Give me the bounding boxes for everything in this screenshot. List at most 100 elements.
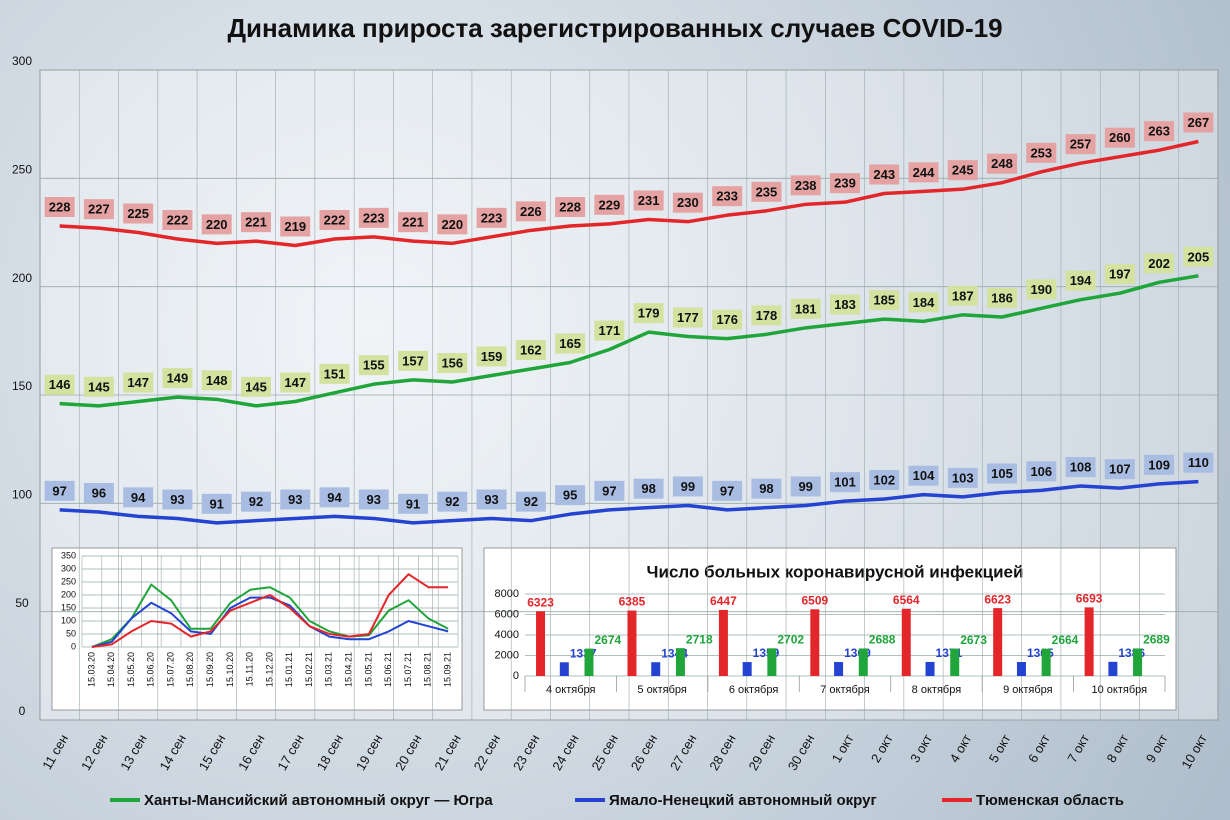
- data-label: 225: [127, 206, 149, 221]
- y-tick-label: 200: [61, 589, 76, 599]
- data-label-box: [790, 476, 821, 497]
- data-label-box: [280, 489, 311, 510]
- data-label-box: [987, 288, 1018, 308]
- data-label: 107: [1109, 462, 1131, 477]
- data-label-box: [908, 162, 939, 183]
- data-label: 93: [367, 492, 381, 507]
- data-label-box: [515, 491, 546, 512]
- data-label: 221: [402, 215, 424, 230]
- data-label: 162: [520, 342, 542, 357]
- x-tick-label: 15.05.21: [363, 652, 373, 687]
- data-label: 91: [209, 496, 223, 511]
- data-label-box: [1104, 264, 1135, 285]
- y-tick-label: 6000: [495, 608, 519, 620]
- data-label-box: [1065, 270, 1096, 291]
- data-label-box: [712, 309, 743, 330]
- data-label: 165: [559, 336, 581, 351]
- data-label: 223: [481, 210, 503, 225]
- data-label-box: [555, 333, 586, 354]
- data-label: 257: [1070, 137, 1092, 152]
- data-label-box: [555, 485, 586, 506]
- data-label: 220: [206, 217, 228, 232]
- data-label: 108: [1070, 459, 1092, 474]
- data-label-box: [123, 487, 154, 508]
- data-label: 2674: [595, 633, 622, 647]
- bar: [559, 662, 569, 676]
- data-label-box: [987, 153, 1018, 174]
- x-tick-label: 16 сен: [235, 732, 267, 773]
- data-label-box: [319, 487, 350, 508]
- data-label: 93: [484, 492, 498, 507]
- data-label: 94: [131, 490, 146, 505]
- data-label: 219: [284, 219, 306, 234]
- x-tick-label: 12 сен: [78, 732, 110, 773]
- data-label: 6447: [710, 594, 737, 608]
- data-label-box: [1065, 134, 1096, 155]
- data-label-box: [83, 376, 114, 397]
- data-label: 2702: [777, 632, 804, 646]
- x-tick-label: 15.02.21: [304, 652, 314, 687]
- data-label: 231: [638, 193, 660, 208]
- data-label-box: [829, 472, 860, 493]
- x-tick-label: 4 окт: [946, 732, 974, 765]
- data-label: 223: [363, 210, 385, 225]
- x-tick-label: 5 октября: [637, 684, 687, 696]
- x-tick-label: 15.09.21: [442, 652, 452, 687]
- y-tick-label: 150: [61, 602, 76, 612]
- y-tick-label: 350: [61, 550, 76, 560]
- bar: [675, 648, 685, 676]
- x-tick-label: 15.06.21: [383, 652, 393, 687]
- data-label-box: [280, 216, 311, 237]
- y-tick-label: 0: [19, 704, 26, 718]
- x-tick-label: 28 сен: [706, 732, 738, 773]
- data-label: 146: [49, 377, 71, 392]
- data-label-box: [240, 491, 271, 512]
- x-tick-label: 10 окт: [1178, 732, 1210, 772]
- data-label-box: [476, 207, 507, 228]
- x-tick-label: 1 окт: [829, 732, 857, 765]
- x-tick-label: 7 октября: [820, 684, 870, 696]
- x-tick-label: 13 сен: [117, 732, 149, 773]
- data-label-box: [240, 212, 271, 233]
- data-label: 105: [991, 466, 1013, 481]
- x-tick-label: 24 сен: [549, 732, 581, 773]
- x-tick-label: 15.11.20: [245, 652, 255, 686]
- data-label: 243: [873, 167, 895, 182]
- x-tick-label: 15.07.21: [403, 652, 413, 687]
- x-tick-label: 15.10.20: [225, 652, 235, 687]
- y-tick-label: 200: [12, 271, 32, 285]
- data-label-box: [123, 203, 154, 224]
- data-label: 91: [406, 496, 420, 511]
- y-tick-label: 4000: [495, 629, 519, 641]
- data-label-box: [319, 363, 350, 384]
- data-label-box: [712, 480, 743, 501]
- series-line: [59, 139, 1199, 248]
- series-line: [91, 583, 449, 648]
- bar: [950, 648, 960, 676]
- data-label: 226: [520, 204, 542, 219]
- y-tick-label: 8000: [495, 588, 519, 600]
- data-label-box: [633, 478, 664, 499]
- data-label: 93: [288, 492, 302, 507]
- y-tick-label: 100: [12, 488, 32, 502]
- data-label: 95: [563, 488, 577, 503]
- data-label: 176: [716, 312, 738, 327]
- x-tick-label: 4 октября: [546, 684, 596, 696]
- bar: [1084, 607, 1094, 676]
- x-tick-label: 6 октября: [729, 684, 779, 696]
- data-label-box: [398, 493, 429, 514]
- data-label: 147: [127, 375, 149, 390]
- bar: [767, 648, 777, 676]
- data-label: 179: [638, 306, 660, 321]
- bar: [993, 608, 1003, 676]
- bar: [858, 648, 868, 676]
- data-label-box: [1104, 127, 1135, 148]
- data-label: 185: [873, 293, 895, 308]
- data-label: 155: [363, 358, 385, 373]
- data-label-box: [869, 470, 900, 490]
- data-label-box: [1144, 253, 1175, 274]
- data-label: 2689: [1143, 633, 1170, 647]
- data-label-box: [44, 480, 75, 501]
- data-label: 267: [1188, 115, 1210, 130]
- data-label: 151: [324, 366, 346, 381]
